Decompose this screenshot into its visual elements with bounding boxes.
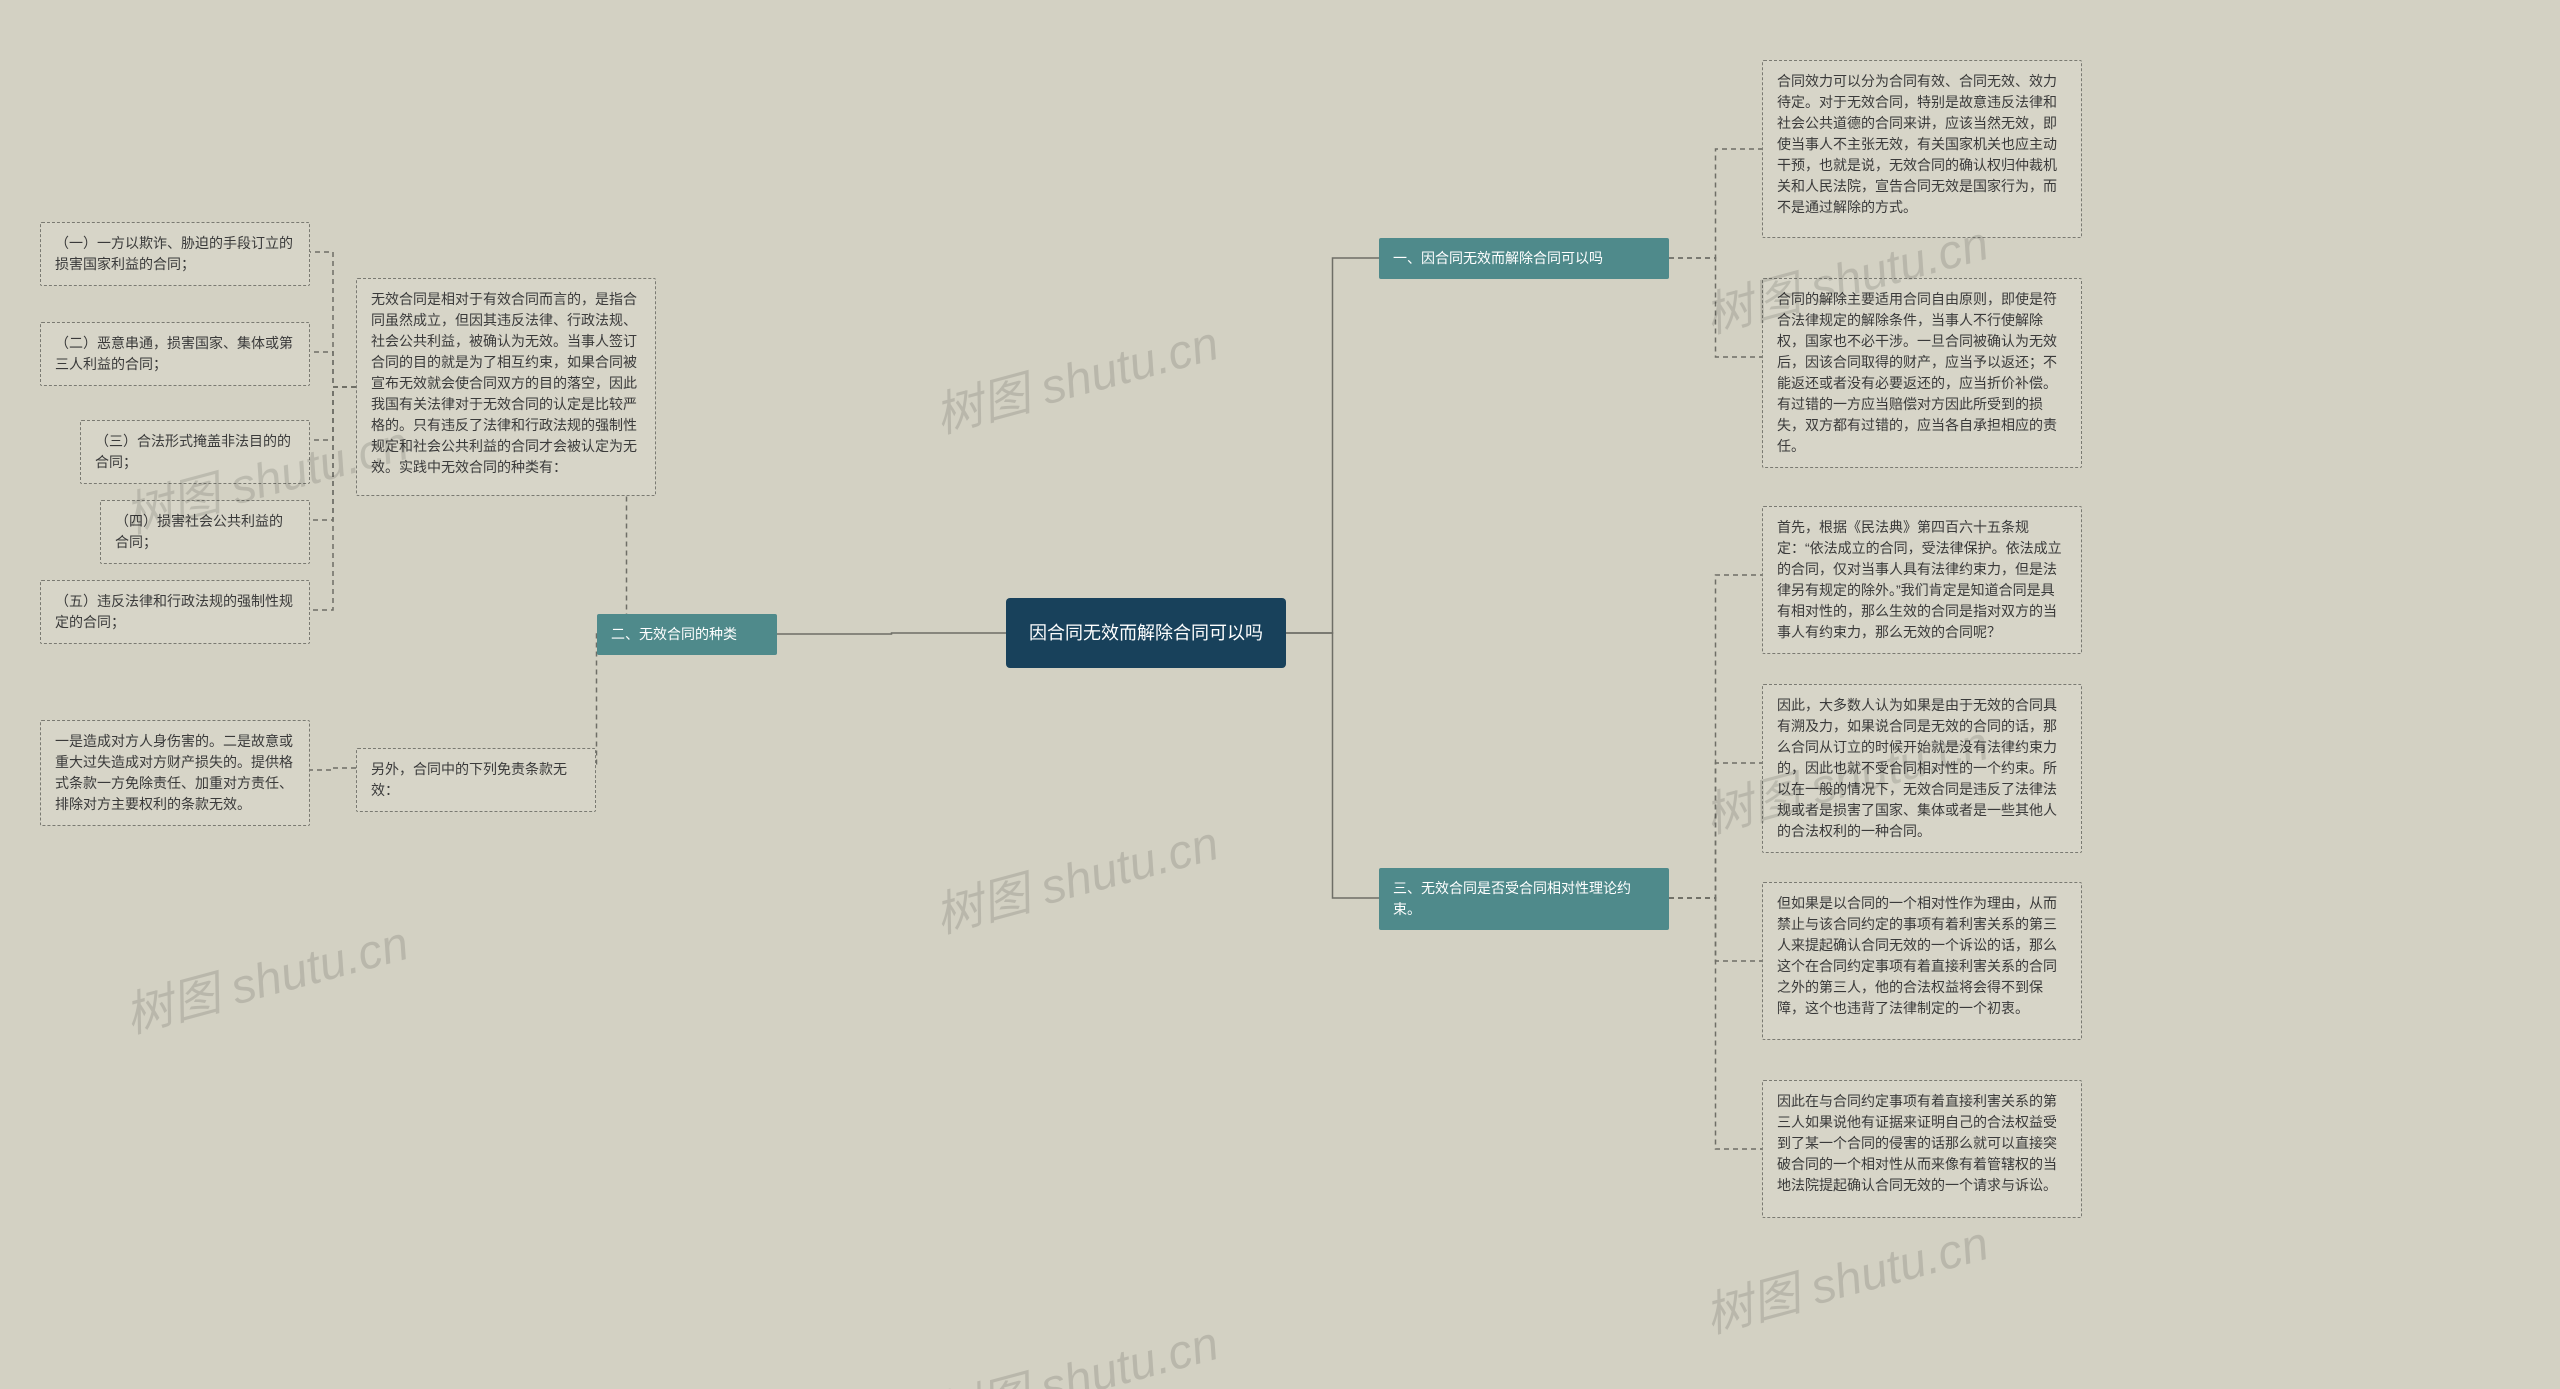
mindmap-root[interactable]: 因合同无效而解除合同可以吗	[1006, 598, 1286, 668]
watermark: 树图 shutu.cn	[116, 904, 415, 1047]
leaf-node[interactable]: （一）一方以欺诈、胁迫的手段订立的损害国家利益的合同；	[40, 222, 310, 286]
leaf-node[interactable]: （三）合法形式掩盖非法目的的合同；	[80, 420, 310, 484]
watermark: 树图 shutu.cn	[926, 304, 1225, 447]
watermark: 树图 shutu.cn	[926, 1304, 1225, 1389]
leaf-node[interactable]: 无效合同是相对于有效合同而言的，是指合同虽然成立，但因其违反法律、行政法规、社会…	[356, 278, 656, 496]
leaf-node[interactable]: 因此在与合同约定事项有着直接利害关系的第三人如果说他有证据来证明自己的合法权益受…	[1762, 1080, 2082, 1218]
leaf-node[interactable]: （二）恶意串通，损害国家、集体或第三人利益的合同；	[40, 322, 310, 386]
leaf-node[interactable]: 一是造成对方人身伤害的。二是故意或重大过失造成对方财产损失的。提供格式条款一方免…	[40, 720, 310, 826]
watermark: 树图 shutu.cn	[926, 804, 1225, 947]
branch-section-1[interactable]: 一、因合同无效而解除合同可以吗	[1379, 238, 1669, 279]
leaf-node[interactable]: 另外，合同中的下列免责条款无效：	[356, 748, 596, 812]
branch-section-3[interactable]: 三、无效合同是否受合同相对性理论约束。	[1379, 868, 1669, 930]
leaf-node[interactable]: 首先，根据《民法典》第四百六十五条规定：“依法成立的合同，受法律保护。依法成立的…	[1762, 506, 2082, 654]
branch-section-2[interactable]: 二、无效合同的种类	[597, 614, 777, 655]
leaf-node[interactable]: 因此，大多数人认为如果是由于无效的合同具有溯及力，如果说合同是无效的合同的话，那…	[1762, 684, 2082, 853]
leaf-node[interactable]: 合同的解除主要适用合同自由原则，即使是符合法律规定的解除条件，当事人不行使解除权…	[1762, 278, 2082, 468]
watermark: 树图 shutu.cn	[1696, 1204, 1995, 1347]
leaf-node[interactable]: （五）违反法律和行政法规的强制性规定的合同；	[40, 580, 310, 644]
leaf-node[interactable]: 但如果是以合同的一个相对性作为理由，从而禁止与该合同约定的事项有着利害关系的第三…	[1762, 882, 2082, 1040]
leaf-node[interactable]: （四）损害社会公共利益的合同；	[100, 500, 310, 564]
leaf-node[interactable]: 合同效力可以分为合同有效、合同无效、效力待定。对于无效合同，特别是故意违反法律和…	[1762, 60, 2082, 238]
